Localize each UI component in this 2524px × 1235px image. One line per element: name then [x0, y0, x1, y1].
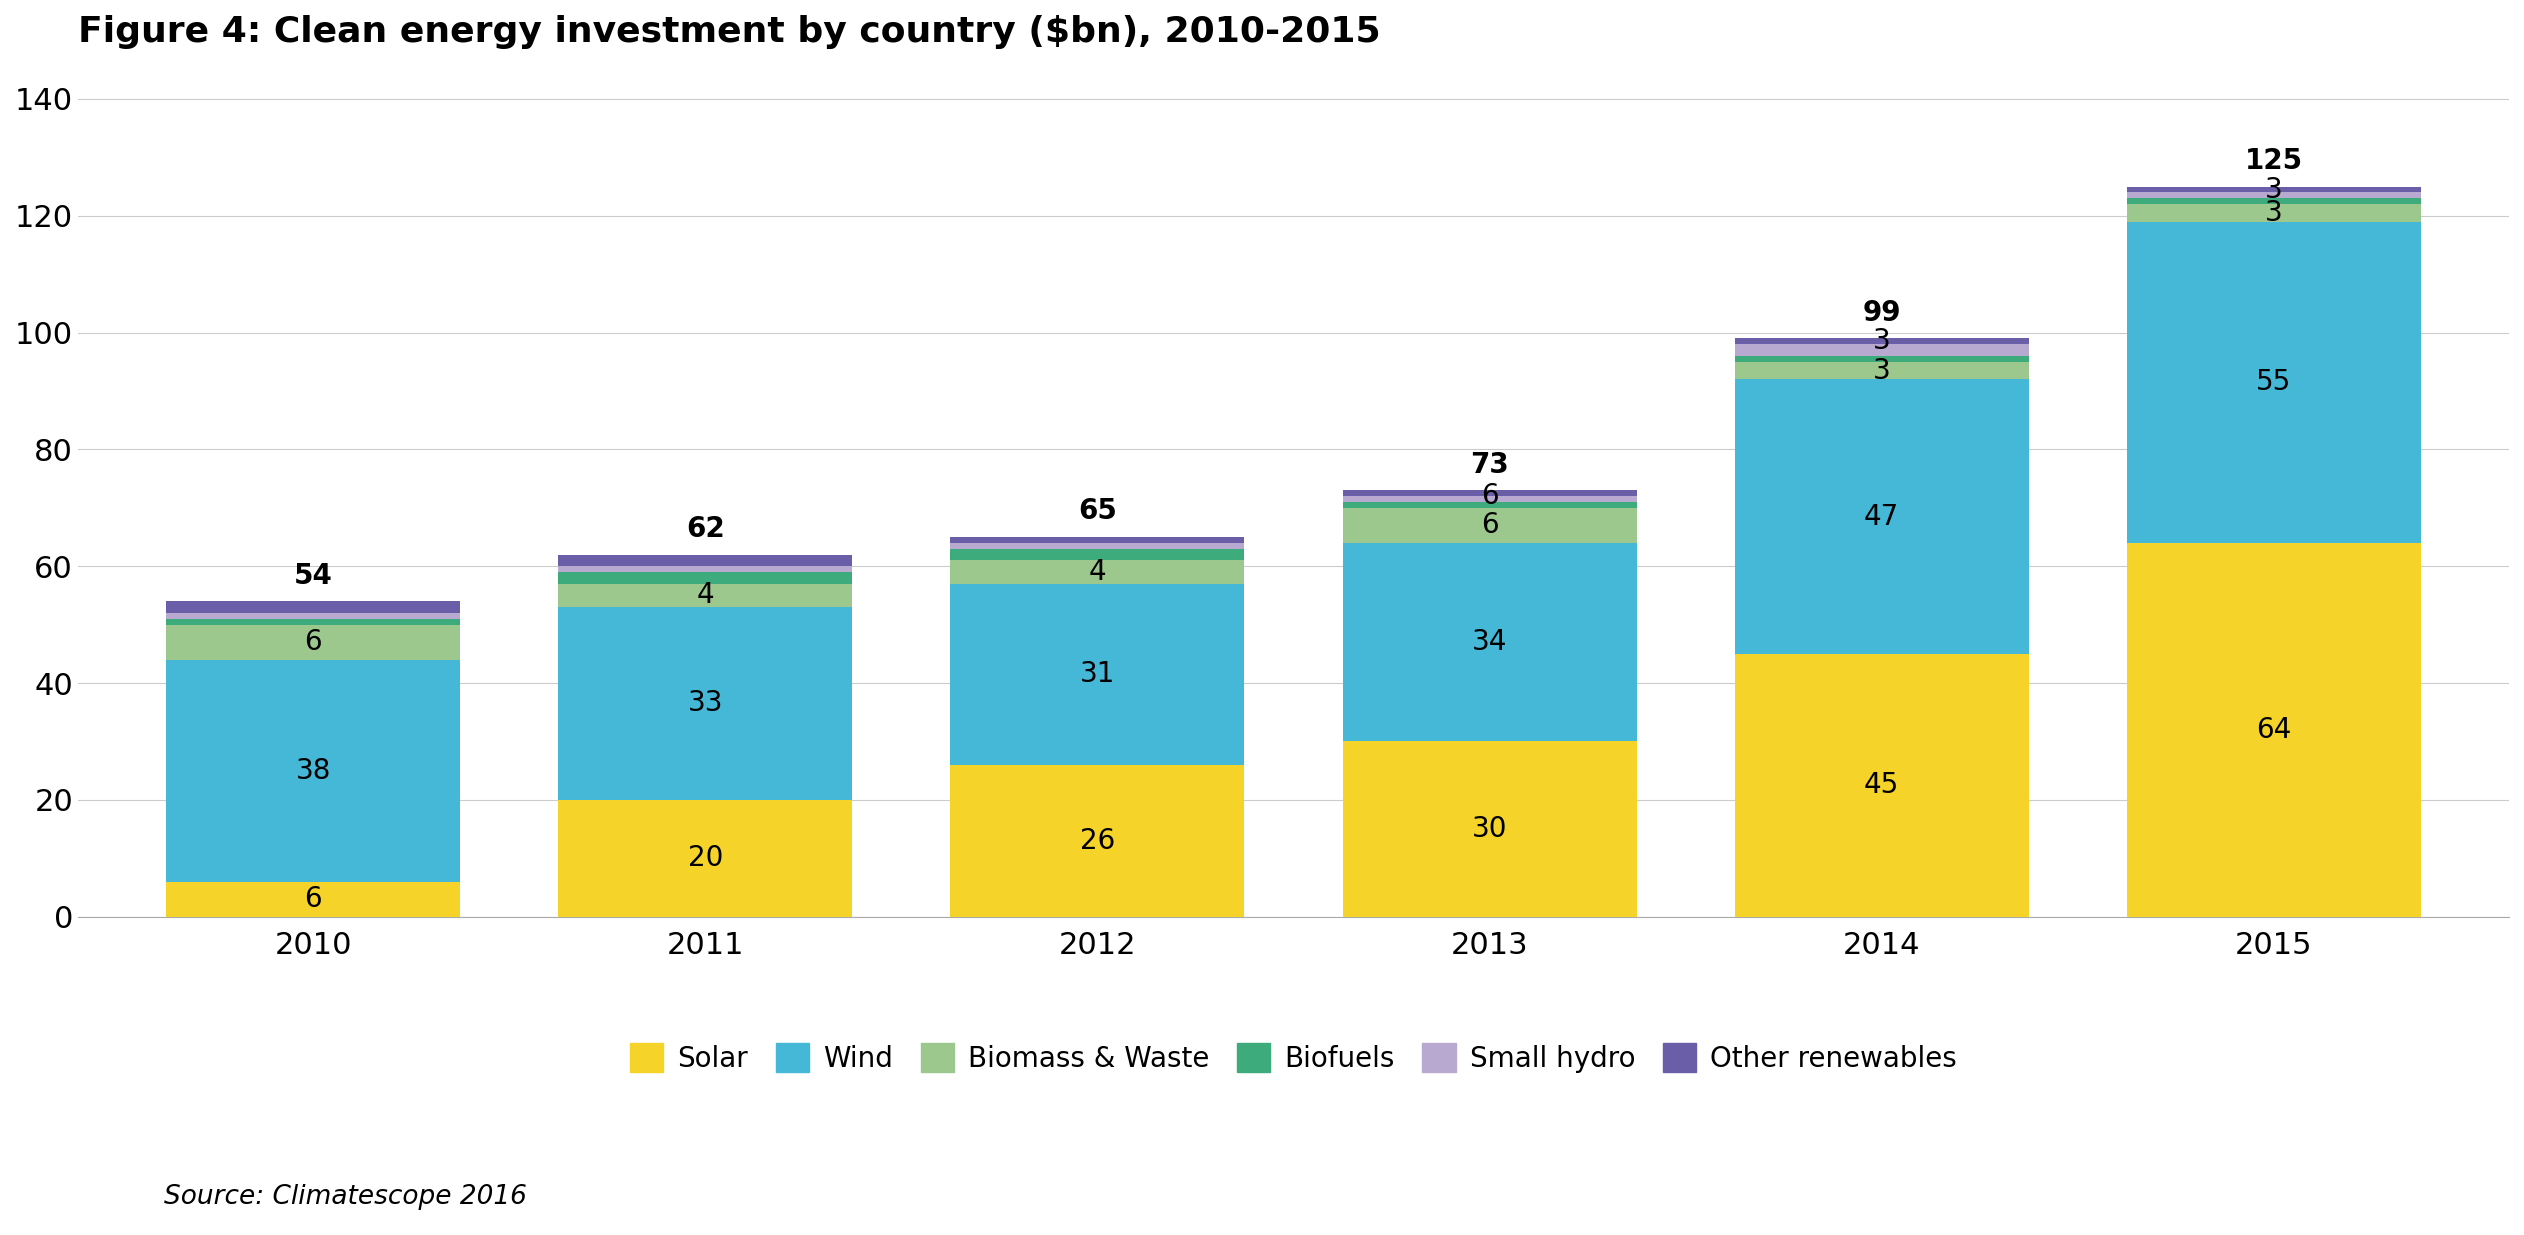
Bar [1343, 490, 1636, 496]
Bar [952, 548, 1244, 561]
Text: 34: 34 [1471, 629, 1507, 656]
Text: 54: 54 [293, 562, 333, 589]
Bar [167, 659, 459, 882]
Text: 47: 47 [1865, 503, 1898, 531]
Text: 99: 99 [1863, 299, 1901, 327]
Text: 6: 6 [1482, 511, 1499, 540]
Bar [558, 555, 853, 566]
Bar [1734, 653, 2029, 916]
Text: Figure 4: Clean energy investment by country ($bn), 2010-2015: Figure 4: Clean energy investment by cou… [78, 15, 1381, 49]
Text: 6: 6 [305, 885, 323, 913]
Text: Source: Climatescope 2016: Source: Climatescope 2016 [164, 1184, 528, 1210]
Bar [952, 561, 1244, 584]
Text: 6: 6 [305, 629, 323, 656]
Bar [558, 800, 853, 916]
Bar [558, 608, 853, 800]
Bar [1343, 508, 1636, 543]
Bar [1734, 338, 2029, 345]
Text: 4: 4 [1088, 558, 1106, 587]
Bar [952, 543, 1244, 548]
Bar [558, 572, 853, 584]
Bar [1343, 501, 1636, 508]
Bar [2128, 543, 2421, 916]
Bar [1734, 379, 2029, 653]
Legend: Solar, Wind, Biomass & Waste, Biofuels, Small hydro, Other renewables: Solar, Wind, Biomass & Waste, Biofuels, … [618, 1032, 1969, 1084]
Text: 45: 45 [1865, 771, 1898, 799]
Bar [952, 537, 1244, 543]
Text: 3: 3 [1873, 327, 1890, 356]
Bar [2128, 221, 2421, 543]
Bar [1734, 356, 2029, 362]
Bar [2128, 204, 2421, 221]
Bar [167, 601, 459, 613]
Text: 26: 26 [1080, 826, 1116, 855]
Text: 20: 20 [687, 845, 722, 872]
Bar [1343, 741, 1636, 916]
Bar [1734, 362, 2029, 379]
Bar [2128, 193, 2421, 199]
Bar [1343, 496, 1636, 501]
Bar [558, 566, 853, 572]
Text: 31: 31 [1080, 661, 1116, 688]
Text: 65: 65 [1078, 498, 1118, 525]
Bar [1734, 345, 2029, 356]
Text: 30: 30 [1471, 815, 1507, 844]
Text: 38: 38 [295, 757, 331, 784]
Bar [167, 882, 459, 916]
Text: 3: 3 [2264, 175, 2282, 204]
Text: 33: 33 [687, 689, 722, 718]
Text: 73: 73 [1469, 451, 1509, 479]
Text: 4: 4 [697, 582, 714, 609]
Bar [952, 764, 1244, 916]
Bar [2128, 199, 2421, 204]
Text: 3: 3 [2264, 199, 2282, 227]
Text: 6: 6 [1482, 482, 1499, 510]
Text: 125: 125 [2244, 147, 2302, 175]
Bar [167, 619, 459, 625]
Text: 62: 62 [687, 515, 724, 543]
Bar [1343, 543, 1636, 741]
Bar [167, 625, 459, 659]
Text: 55: 55 [2256, 368, 2292, 396]
Bar [558, 584, 853, 608]
Text: 64: 64 [2256, 716, 2292, 743]
Text: 3: 3 [1873, 357, 1890, 384]
Bar [2128, 186, 2421, 193]
Bar [167, 613, 459, 619]
Bar [952, 584, 1244, 764]
